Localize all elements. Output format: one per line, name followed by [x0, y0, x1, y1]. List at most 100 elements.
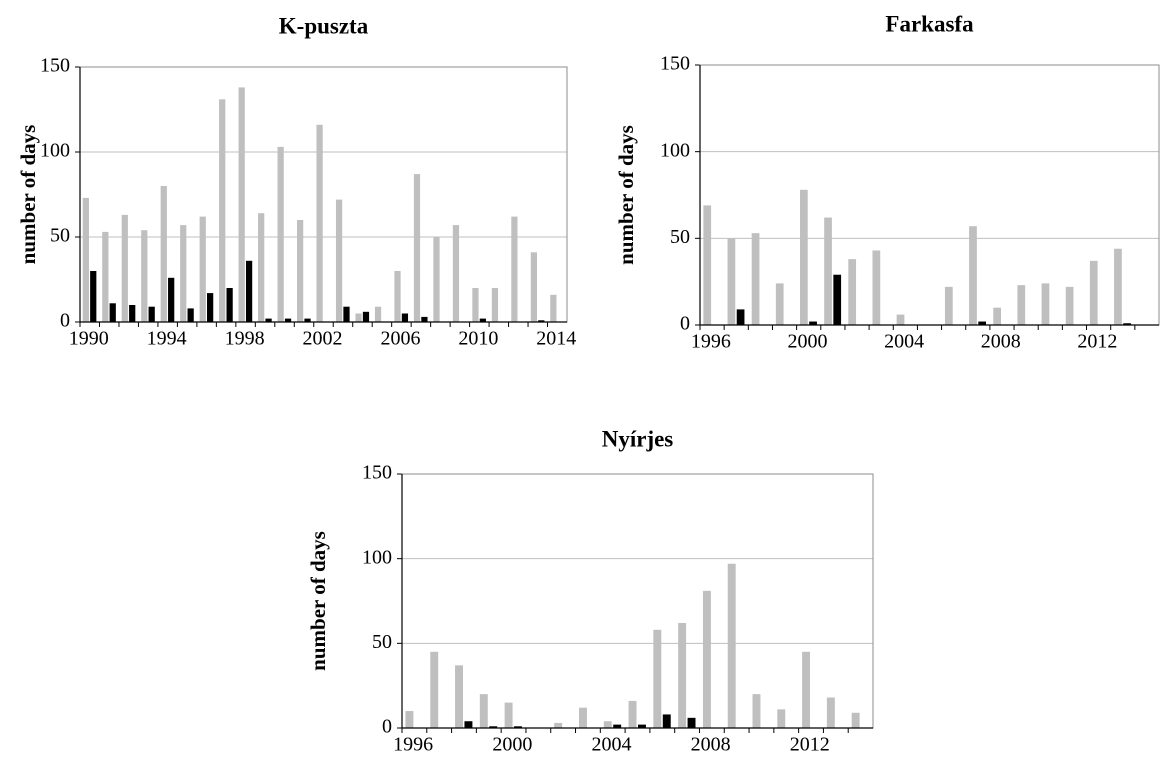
bar	[180, 225, 187, 322]
bar	[187, 308, 194, 322]
bar	[90, 271, 97, 322]
bar	[245, 260, 253, 322]
x-tick-label: 2000	[788, 331, 828, 353]
bar	[727, 238, 736, 325]
bar	[872, 250, 881, 325]
y-tick-label: 50	[50, 225, 70, 247]
bar	[121, 214, 128, 322]
bar	[833, 274, 842, 325]
bar	[109, 303, 116, 322]
bar	[969, 226, 977, 325]
y-tick-label: 100	[660, 139, 690, 161]
bar	[394, 271, 401, 322]
bar	[335, 199, 343, 322]
bar	[777, 709, 786, 728]
x-tick-label: 1998	[225, 328, 265, 350]
bar	[258, 213, 265, 322]
bar	[316, 124, 323, 322]
bar	[678, 623, 687, 728]
subplot: K-puszta number of days 0 50 100 150 1990 1994 1…	[16, 13, 576, 349]
bar	[1017, 285, 1026, 325]
x-tick-label: 2006	[380, 328, 420, 350]
bar	[207, 293, 214, 322]
bar	[809, 321, 817, 325]
y-axis-label: number of days	[614, 125, 638, 265]
bar	[452, 225, 460, 322]
bar	[265, 318, 272, 322]
y-axis-label: number of days	[306, 531, 330, 671]
bar	[538, 320, 545, 322]
subplot: Farkasfa number of days 0 50 100 150 1996 2000 2…	[614, 11, 1160, 353]
x-tick-label: 1990	[69, 328, 109, 350]
bar	[479, 694, 488, 728]
y-tick-label: 100	[362, 546, 392, 568]
y-tick-label: 50	[372, 631, 392, 653]
bar	[662, 714, 671, 728]
x-tick-label: 2004	[591, 734, 631, 756]
bar	[455, 665, 463, 728]
x-tick-label: 2008	[691, 734, 731, 756]
bar	[613, 724, 622, 728]
chart-title: Nyírjes	[602, 426, 674, 451]
y-tick-label: 100	[40, 140, 70, 162]
bar	[374, 306, 382, 322]
bar	[1041, 283, 1050, 325]
x-tick-label: 1996	[393, 734, 433, 756]
bar	[751, 233, 760, 325]
x-tick-label: 2002	[303, 328, 343, 350]
bar	[802, 651, 811, 728]
x-tick-label: 2008	[981, 331, 1021, 353]
bar	[168, 277, 175, 322]
bar	[752, 694, 761, 728]
y-tick-label: 150	[40, 55, 70, 77]
bar	[703, 205, 712, 325]
bar	[775, 283, 784, 325]
x-tick-label: 1996	[691, 331, 731, 353]
chart-title: K-puszta	[279, 13, 369, 38]
bar	[653, 629, 662, 728]
bar	[362, 311, 370, 322]
bar	[284, 318, 292, 322]
bar	[219, 99, 226, 322]
bar	[603, 721, 612, 728]
bar	[978, 321, 987, 325]
bar	[277, 146, 284, 322]
bar	[141, 230, 148, 322]
bar	[421, 316, 428, 322]
bar	[479, 318, 486, 322]
bar	[401, 313, 409, 322]
chart-title: Farkasfa	[885, 11, 974, 36]
bar	[800, 189, 808, 325]
bar	[637, 724, 646, 728]
bar	[238, 87, 245, 323]
bar	[430, 651, 439, 728]
bar	[297, 220, 304, 322]
bar	[102, 231, 109, 322]
y-tick-label: 0	[60, 310, 70, 332]
bar	[1114, 248, 1122, 325]
bar	[199, 216, 206, 322]
bar	[702, 590, 711, 728]
bar	[405, 711, 414, 728]
bar	[824, 217, 832, 325]
bar	[727, 563, 736, 728]
bar	[226, 288, 233, 322]
x-tick-label: 2014	[536, 328, 576, 350]
bar	[511, 216, 518, 322]
bar	[550, 294, 557, 322]
bar	[472, 288, 479, 322]
y-tick-label: 50	[670, 226, 690, 248]
bar	[826, 697, 835, 728]
bar	[578, 707, 587, 728]
bar	[628, 700, 637, 728]
bar	[433, 237, 440, 322]
bar	[993, 307, 1002, 325]
x-tick-label: 1994	[147, 328, 187, 350]
x-tick-label: 2010	[458, 328, 498, 350]
bar	[304, 318, 311, 322]
bar	[736, 309, 745, 325]
bar	[851, 712, 860, 728]
bar	[514, 726, 522, 728]
